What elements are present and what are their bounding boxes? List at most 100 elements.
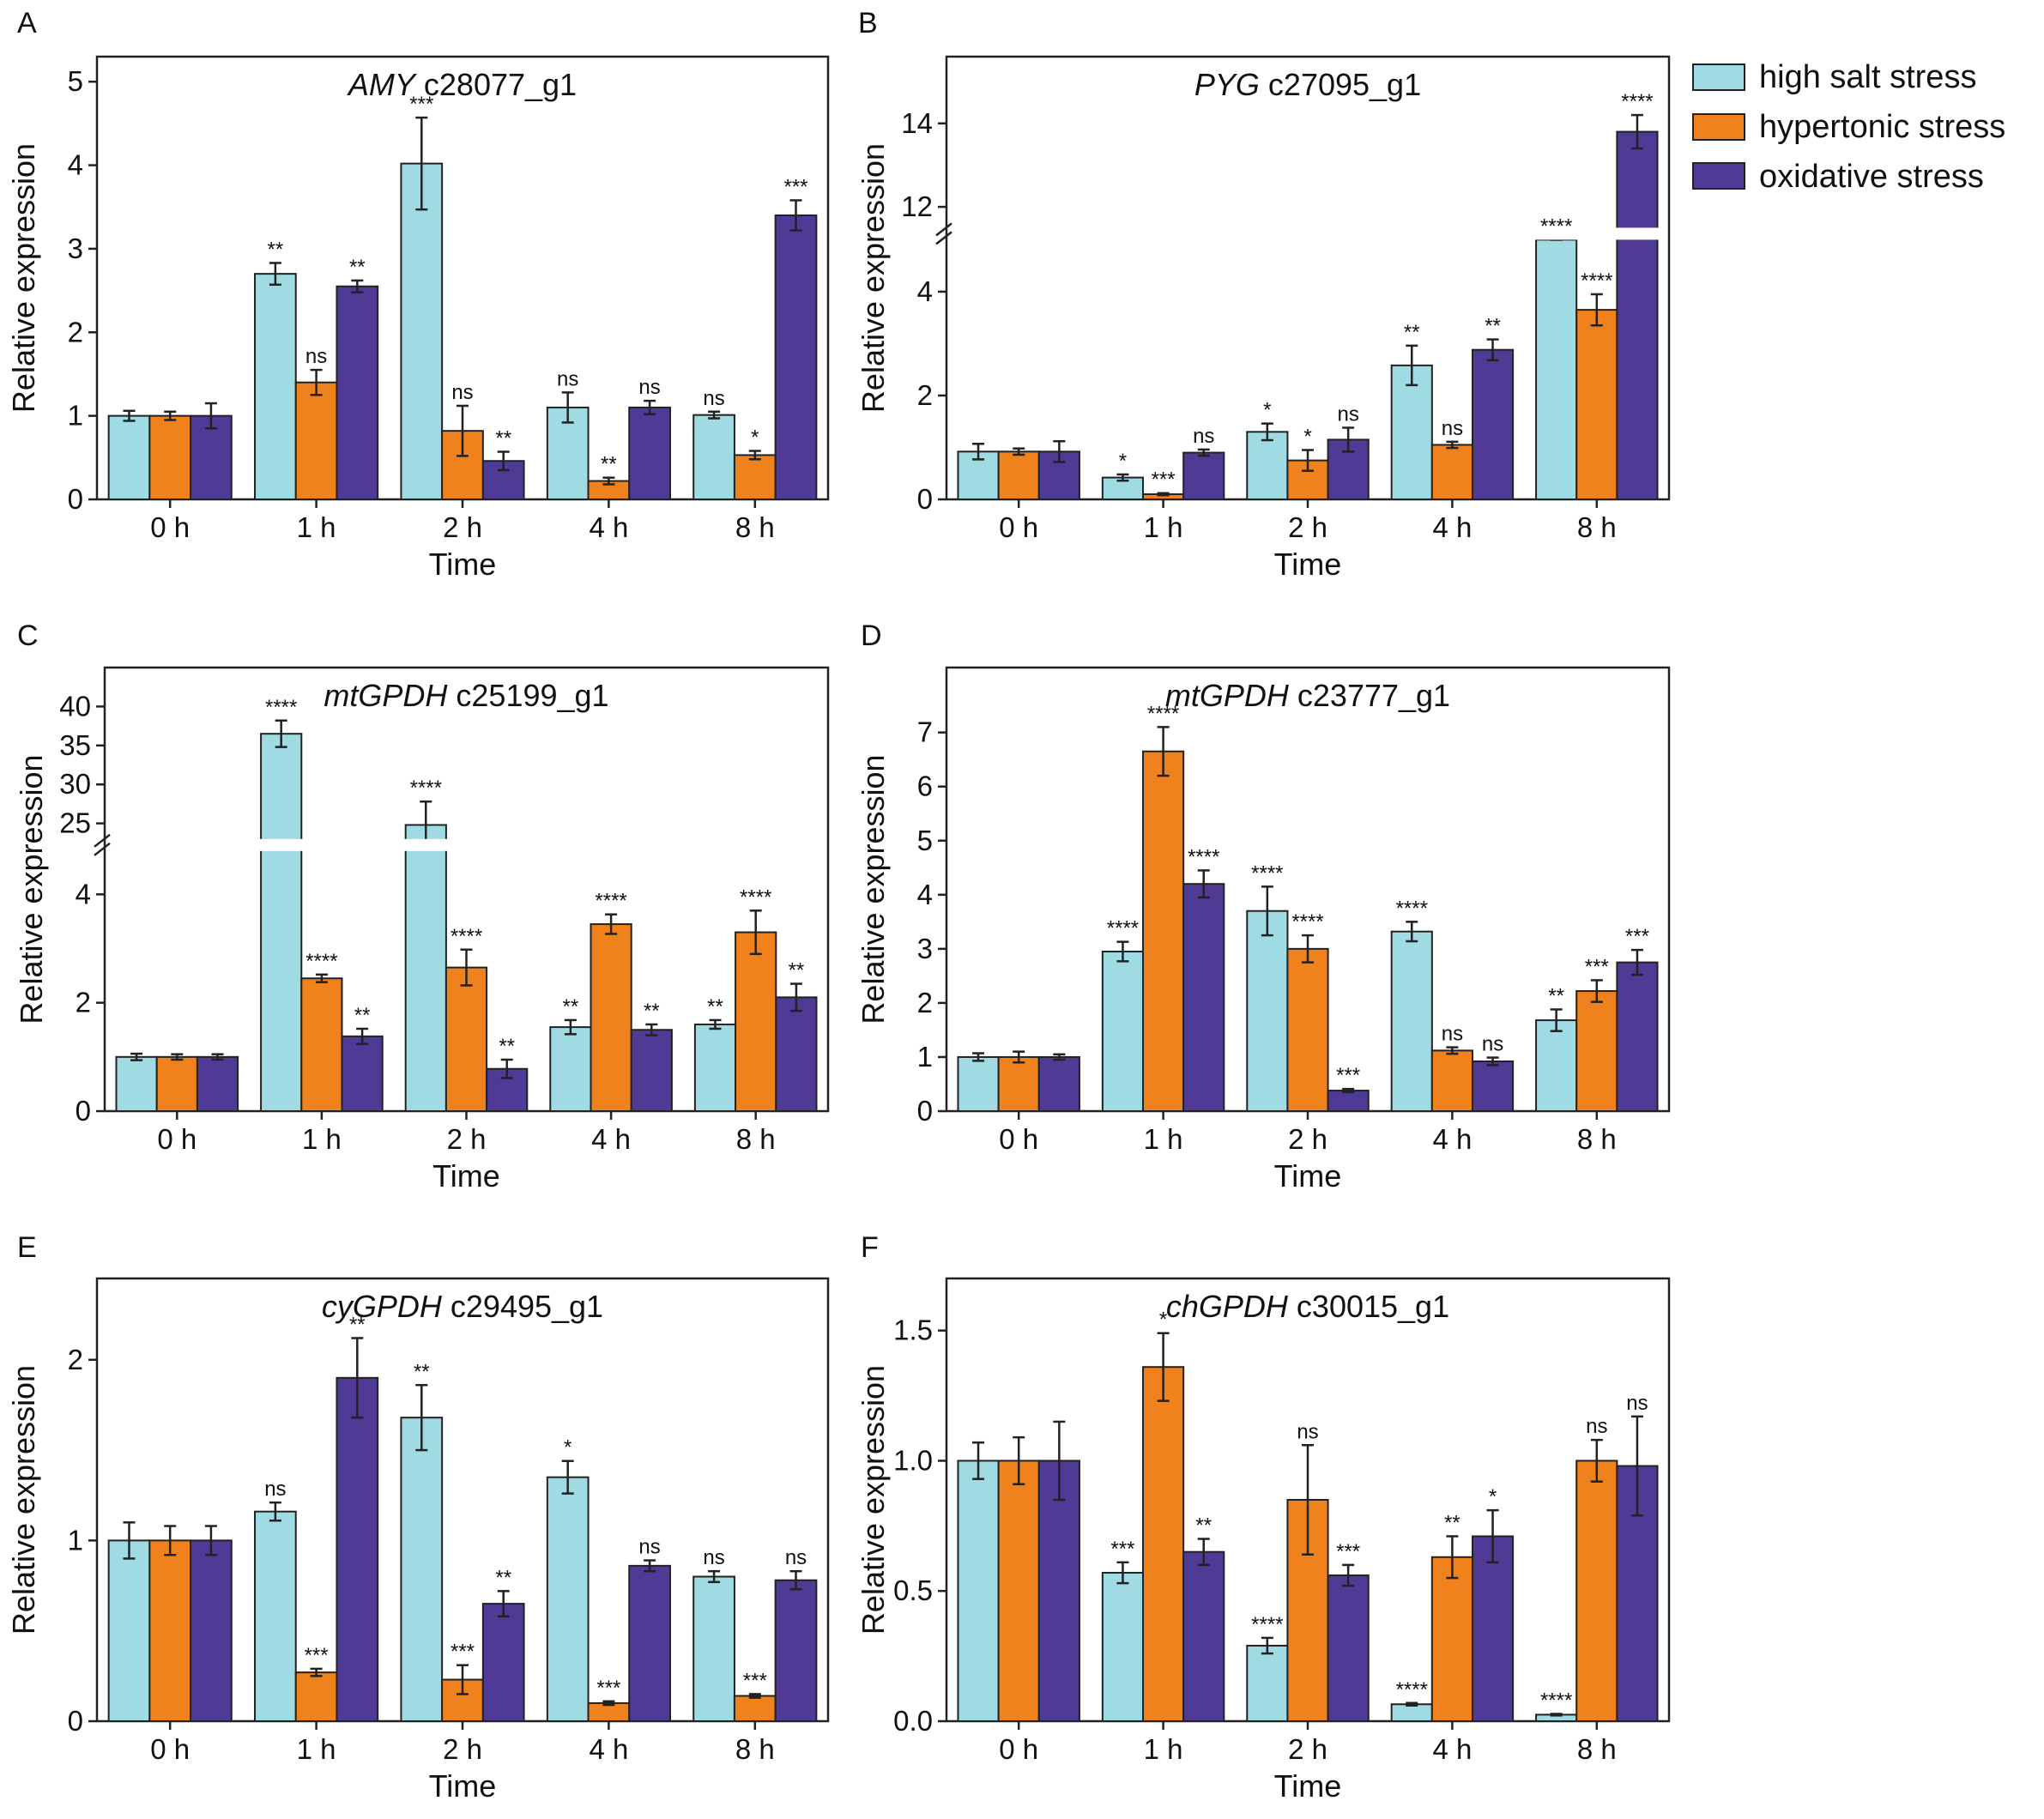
significance-label: ****: [1621, 90, 1653, 113]
chart-title: cyGPDH c29495_g1: [322, 1289, 603, 1324]
significance-label: ****: [451, 925, 482, 948]
significance-label: ***: [305, 1644, 329, 1667]
axis-break-slash: [94, 842, 111, 856]
y-tick-label: 2: [68, 316, 83, 347]
y-tick-label: 1: [68, 400, 83, 432]
x-tick-label: 8 h: [1577, 511, 1617, 543]
significance-label: ns: [638, 376, 660, 399]
bar: [1246, 910, 1289, 1112]
bar: [400, 162, 444, 500]
bar: [1101, 951, 1145, 1112]
y-tick-label: 0: [68, 1705, 83, 1737]
bar: [341, 1035, 384, 1112]
bar: [693, 1023, 737, 1113]
chart-title-gene: PYG: [1194, 67, 1260, 102]
bar: [260, 733, 303, 1112]
significance-label: ***: [1336, 1540, 1360, 1563]
bar: [1616, 961, 1659, 1112]
bar: [1616, 130, 1659, 500]
significance-label: ns: [451, 381, 473, 404]
y-tick-label: 7: [917, 716, 933, 748]
significance-label: ns: [1442, 417, 1463, 440]
y-tick-label: 2: [76, 987, 91, 1018]
bar: [400, 1417, 444, 1722]
bar: [1430, 444, 1473, 500]
y-tick-label: 35: [59, 729, 91, 761]
bar: [1575, 990, 1618, 1113]
significance-label: ***: [743, 1669, 767, 1692]
x-tick-label: 2 h: [443, 1733, 482, 1765]
significance-label: *: [1159, 1308, 1167, 1332]
x-tick-label: 8 h: [735, 511, 775, 543]
significance-label: ****: [1147, 702, 1179, 725]
chart-title-id: c30015_g1: [1288, 1289, 1449, 1324]
y-tick-label: 3: [917, 933, 933, 964]
x-tick-label: 1 h: [297, 511, 336, 543]
significance-label: ns: [1626, 1392, 1648, 1415]
bar: [1142, 1366, 1185, 1722]
y-axis-label: Relative expression: [6, 1365, 41, 1635]
chart-title: mtGPDH c25199_g1: [324, 678, 608, 713]
bar: [444, 966, 488, 1112]
panel-letter: E: [17, 1231, 37, 1264]
y-axis-label: Relative expression: [14, 754, 49, 1024]
x-tick-label: 2 h: [447, 1123, 487, 1155]
x-tick-label: 8 h: [736, 1123, 776, 1155]
legend-swatch-hypertonic: [1692, 113, 1745, 141]
x-tick-label: 0 h: [999, 1733, 1038, 1765]
bar: [1471, 1060, 1515, 1112]
significance-label: ***: [1625, 925, 1649, 948]
chart-title-gene: chGPDH: [1166, 1289, 1289, 1324]
significance-label: ***: [596, 1677, 620, 1700]
bar: [1535, 239, 1578, 500]
legend-label-hypertonic: hypertonic stress: [1759, 109, 2005, 145]
significance-label: **: [644, 1000, 660, 1023]
significance-label: **: [1548, 984, 1564, 1007]
bar: [336, 1376, 379, 1723]
significance-label: ***: [409, 93, 433, 116]
x-axis-label: Time: [429, 1768, 497, 1804]
x-tick-label: 4 h: [1432, 1733, 1472, 1765]
x-tick-label: 1 h: [1144, 1733, 1183, 1765]
x-axis-label: Time: [1274, 547, 1342, 582]
significance-label: ****: [1581, 269, 1612, 293]
y-tick-label: 14: [901, 107, 933, 139]
bar: [1182, 1550, 1225, 1723]
significance-label: **: [601, 453, 617, 476]
bar: [997, 450, 1040, 500]
bar: [1327, 1574, 1370, 1723]
bar: [294, 1671, 338, 1722]
bar: [1246, 431, 1289, 501]
significance-label: ns: [1337, 402, 1358, 426]
bar: [294, 381, 338, 500]
y-tick-label: 6: [917, 771, 933, 802]
significance-label: ***: [783, 175, 807, 198]
bar: [1142, 750, 1185, 1112]
significance-label: *: [1489, 1485, 1497, 1508]
significance-label: **: [1485, 315, 1501, 338]
y-tick-label: 0: [76, 1095, 91, 1127]
x-tick-label: 2 h: [1288, 1123, 1327, 1155]
y-tick-label: 4: [917, 275, 933, 307]
bar: [733, 1695, 777, 1722]
bar: [774, 214, 818, 500]
y-tick-label: 1.5: [893, 1314, 933, 1346]
bar: [107, 1539, 151, 1722]
bar: [481, 1603, 525, 1723]
legend-label-high-salt: high salt stress: [1759, 59, 1976, 95]
panel-B: B PYG c27095_g1 0 2 4 12 14 Relative expression…: [856, 7, 1671, 582]
y-axis-label: Relative expression: [856, 754, 891, 1024]
significance-label: **: [1195, 1514, 1212, 1538]
bar: [997, 1459, 1040, 1722]
bar: [148, 1539, 192, 1722]
chart-title-id: c23777_g1: [1289, 678, 1450, 713]
bar: [1037, 1459, 1080, 1722]
x-tick-label: 0 h: [150, 511, 190, 543]
chart-title-gene: AMY: [347, 67, 418, 102]
y-tick-label: 0.5: [893, 1574, 933, 1606]
bar: [1246, 1644, 1289, 1722]
axis-break-slash: [935, 222, 952, 237]
y-axis-label: Relative expression: [6, 143, 41, 413]
legend: high salt stress hypertonic stress oxida…: [1692, 59, 2005, 195]
